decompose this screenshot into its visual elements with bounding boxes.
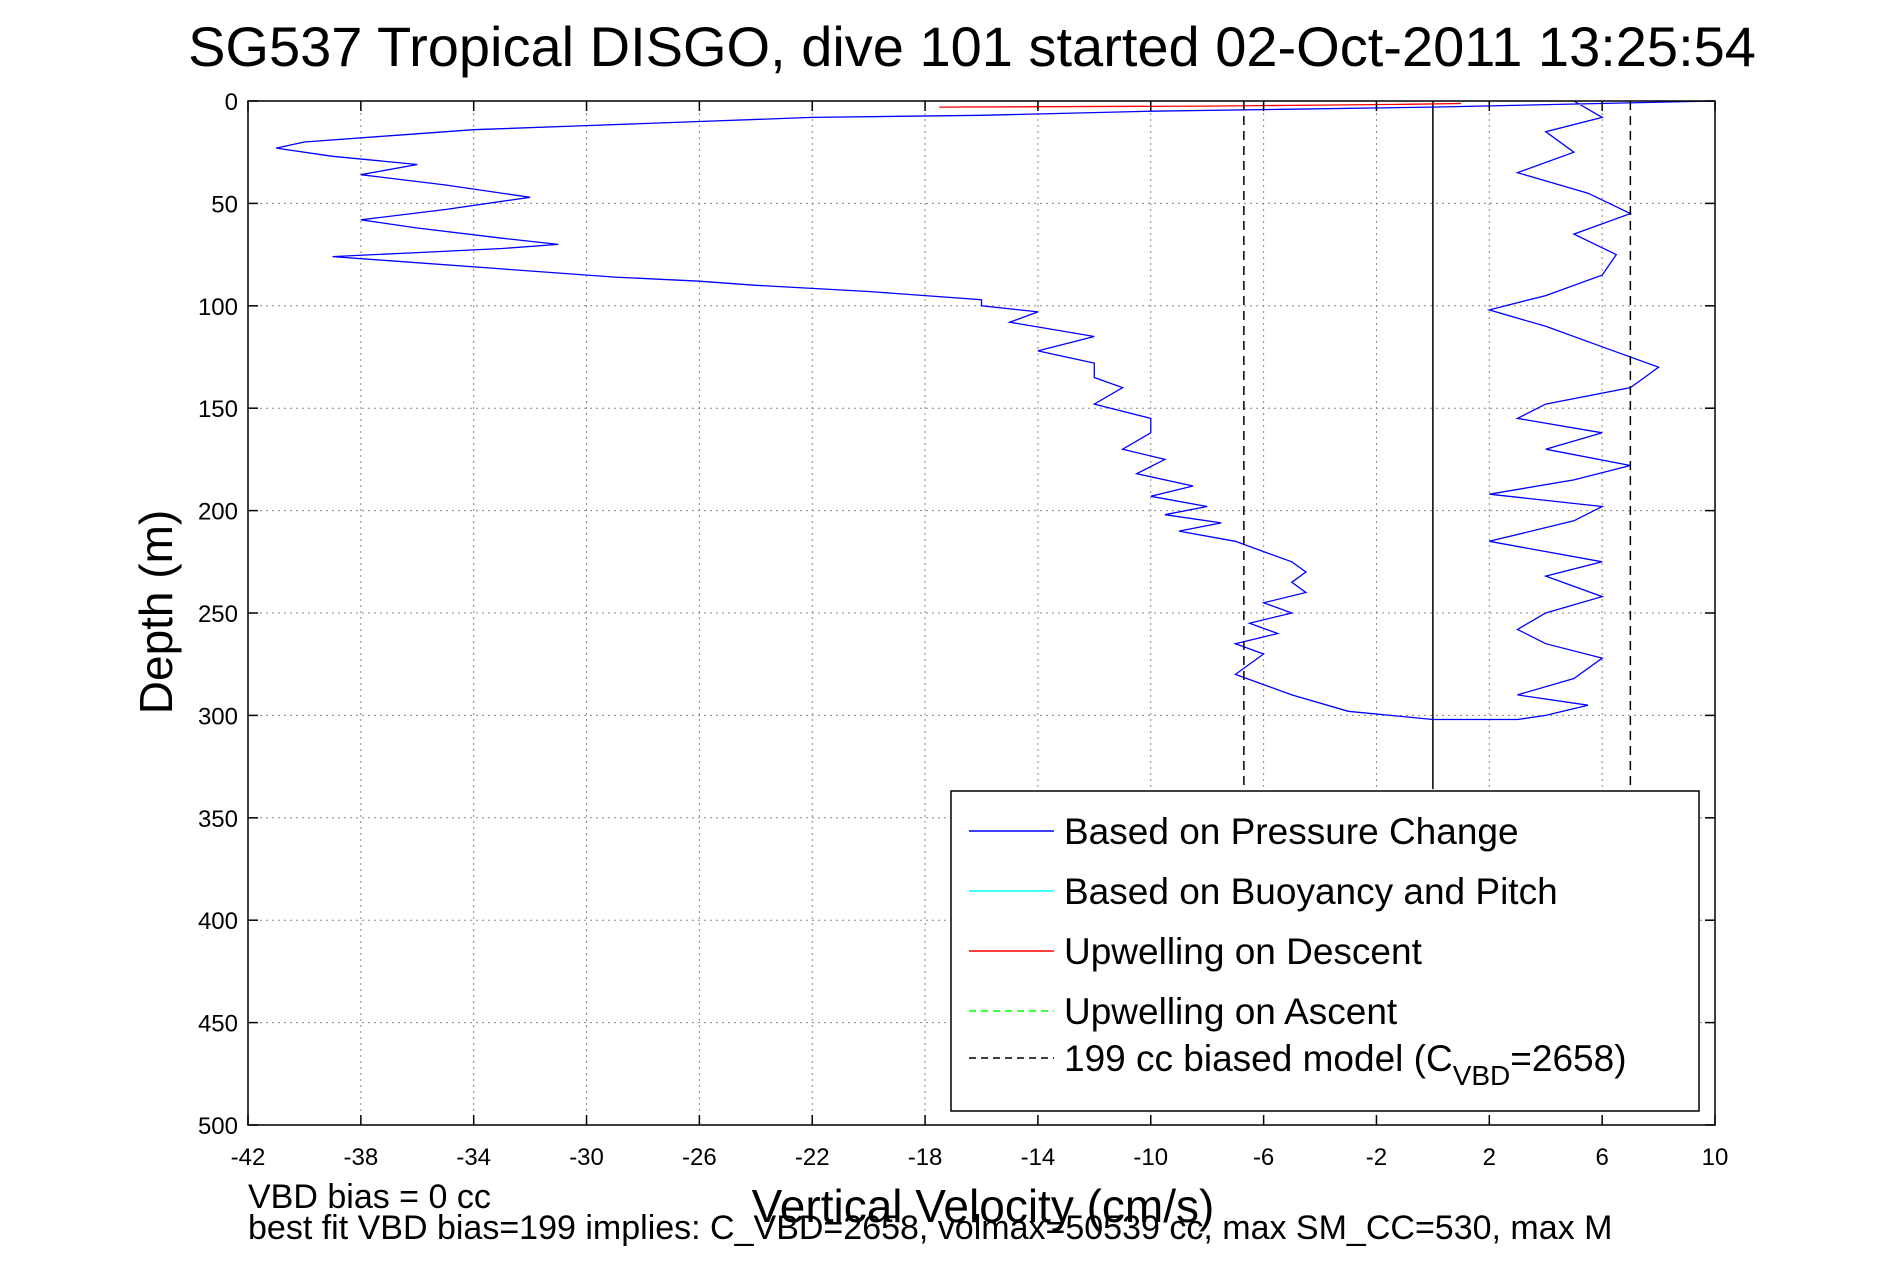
legend: Based on Pressure Change Based on Buoyanc… bbox=[950, 790, 1700, 1112]
legend-box bbox=[950, 790, 1700, 1112]
upwelling-descent-line bbox=[939, 102, 1462, 108]
y-tick-labels: 0 50 100 150 200 250 300 350 400 450 500 bbox=[198, 89, 1715, 1140]
x-tick-label: -26 bbox=[682, 1144, 717, 1171]
y-tick-label: 100 bbox=[198, 294, 238, 321]
y-tick-label: 500 bbox=[198, 1113, 238, 1140]
x-tick-label: -38 bbox=[344, 1144, 379, 1171]
legend-label: Based on Buoyancy and Pitch bbox=[1064, 871, 1558, 912]
legend-label-prefix: 199 cc biased model (C bbox=[1064, 1038, 1453, 1079]
legend-label: Based on Pressure Change bbox=[1064, 811, 1519, 852]
legend-label: Upwelling on Descent bbox=[1064, 931, 1423, 972]
x-tick-label: -30 bbox=[569, 1144, 604, 1171]
x-tick-label: -22 bbox=[795, 1144, 830, 1171]
x-tick-label: -18 bbox=[908, 1144, 943, 1171]
x-tick-label: 10 bbox=[1702, 1144, 1729, 1171]
x-tick-label: -34 bbox=[456, 1144, 491, 1171]
legend-label-suffix: =2658) bbox=[1510, 1038, 1626, 1079]
y-tick-label: 200 bbox=[198, 499, 238, 526]
legend-label: Upwelling on Ascent bbox=[1064, 991, 1398, 1032]
x-tick-labels: -42 -38 -34 -30 -26 -22 -18 -14 -10 -6 -2 2 6 10 bbox=[231, 101, 1729, 1171]
y-tick-label: 50 bbox=[211, 191, 238, 218]
y-tick-label: 450 bbox=[198, 1011, 238, 1038]
footer-vbd-bias: VBD bias = 0 cc bbox=[248, 1178, 491, 1216]
x-tick-label: -2 bbox=[1366, 1144, 1387, 1171]
y-tick-label: 250 bbox=[198, 601, 238, 628]
x-tick-label: -14 bbox=[1021, 1144, 1056, 1171]
footer-best-fit: best fit VBD bias=199 implies: C_VBD=265… bbox=[248, 1209, 1613, 1247]
legend-label: 199 cc biased model (CVBD=2658) bbox=[1064, 1038, 1627, 1091]
x-axis-label: Vertical Velocity (cm/s) bbox=[752, 1180, 1215, 1232]
x-tick-label: -10 bbox=[1133, 1144, 1168, 1171]
y-tick-label: 400 bbox=[198, 908, 238, 935]
x-tick-label: -42 bbox=[231, 1144, 266, 1171]
x-tick-label: -6 bbox=[1253, 1144, 1274, 1171]
chart-title: SG537 Tropical DISGO, dive 101 started 0… bbox=[188, 15, 1756, 78]
legend-label-subscript: VBD bbox=[1453, 1060, 1511, 1091]
y-tick-label: 0 bbox=[225, 89, 238, 116]
y-tick-label: 350 bbox=[198, 806, 238, 833]
y-tick-label: 300 bbox=[198, 703, 238, 730]
x-tick-label: 6 bbox=[1595, 1144, 1608, 1171]
pressure-change-line bbox=[276, 100, 1716, 721]
series-layer bbox=[276, 100, 1716, 790]
x-tick-label: 2 bbox=[1483, 1144, 1496, 1171]
y-tick-label: 150 bbox=[198, 396, 238, 423]
y-axis-label: Depth (m) bbox=[130, 510, 182, 714]
